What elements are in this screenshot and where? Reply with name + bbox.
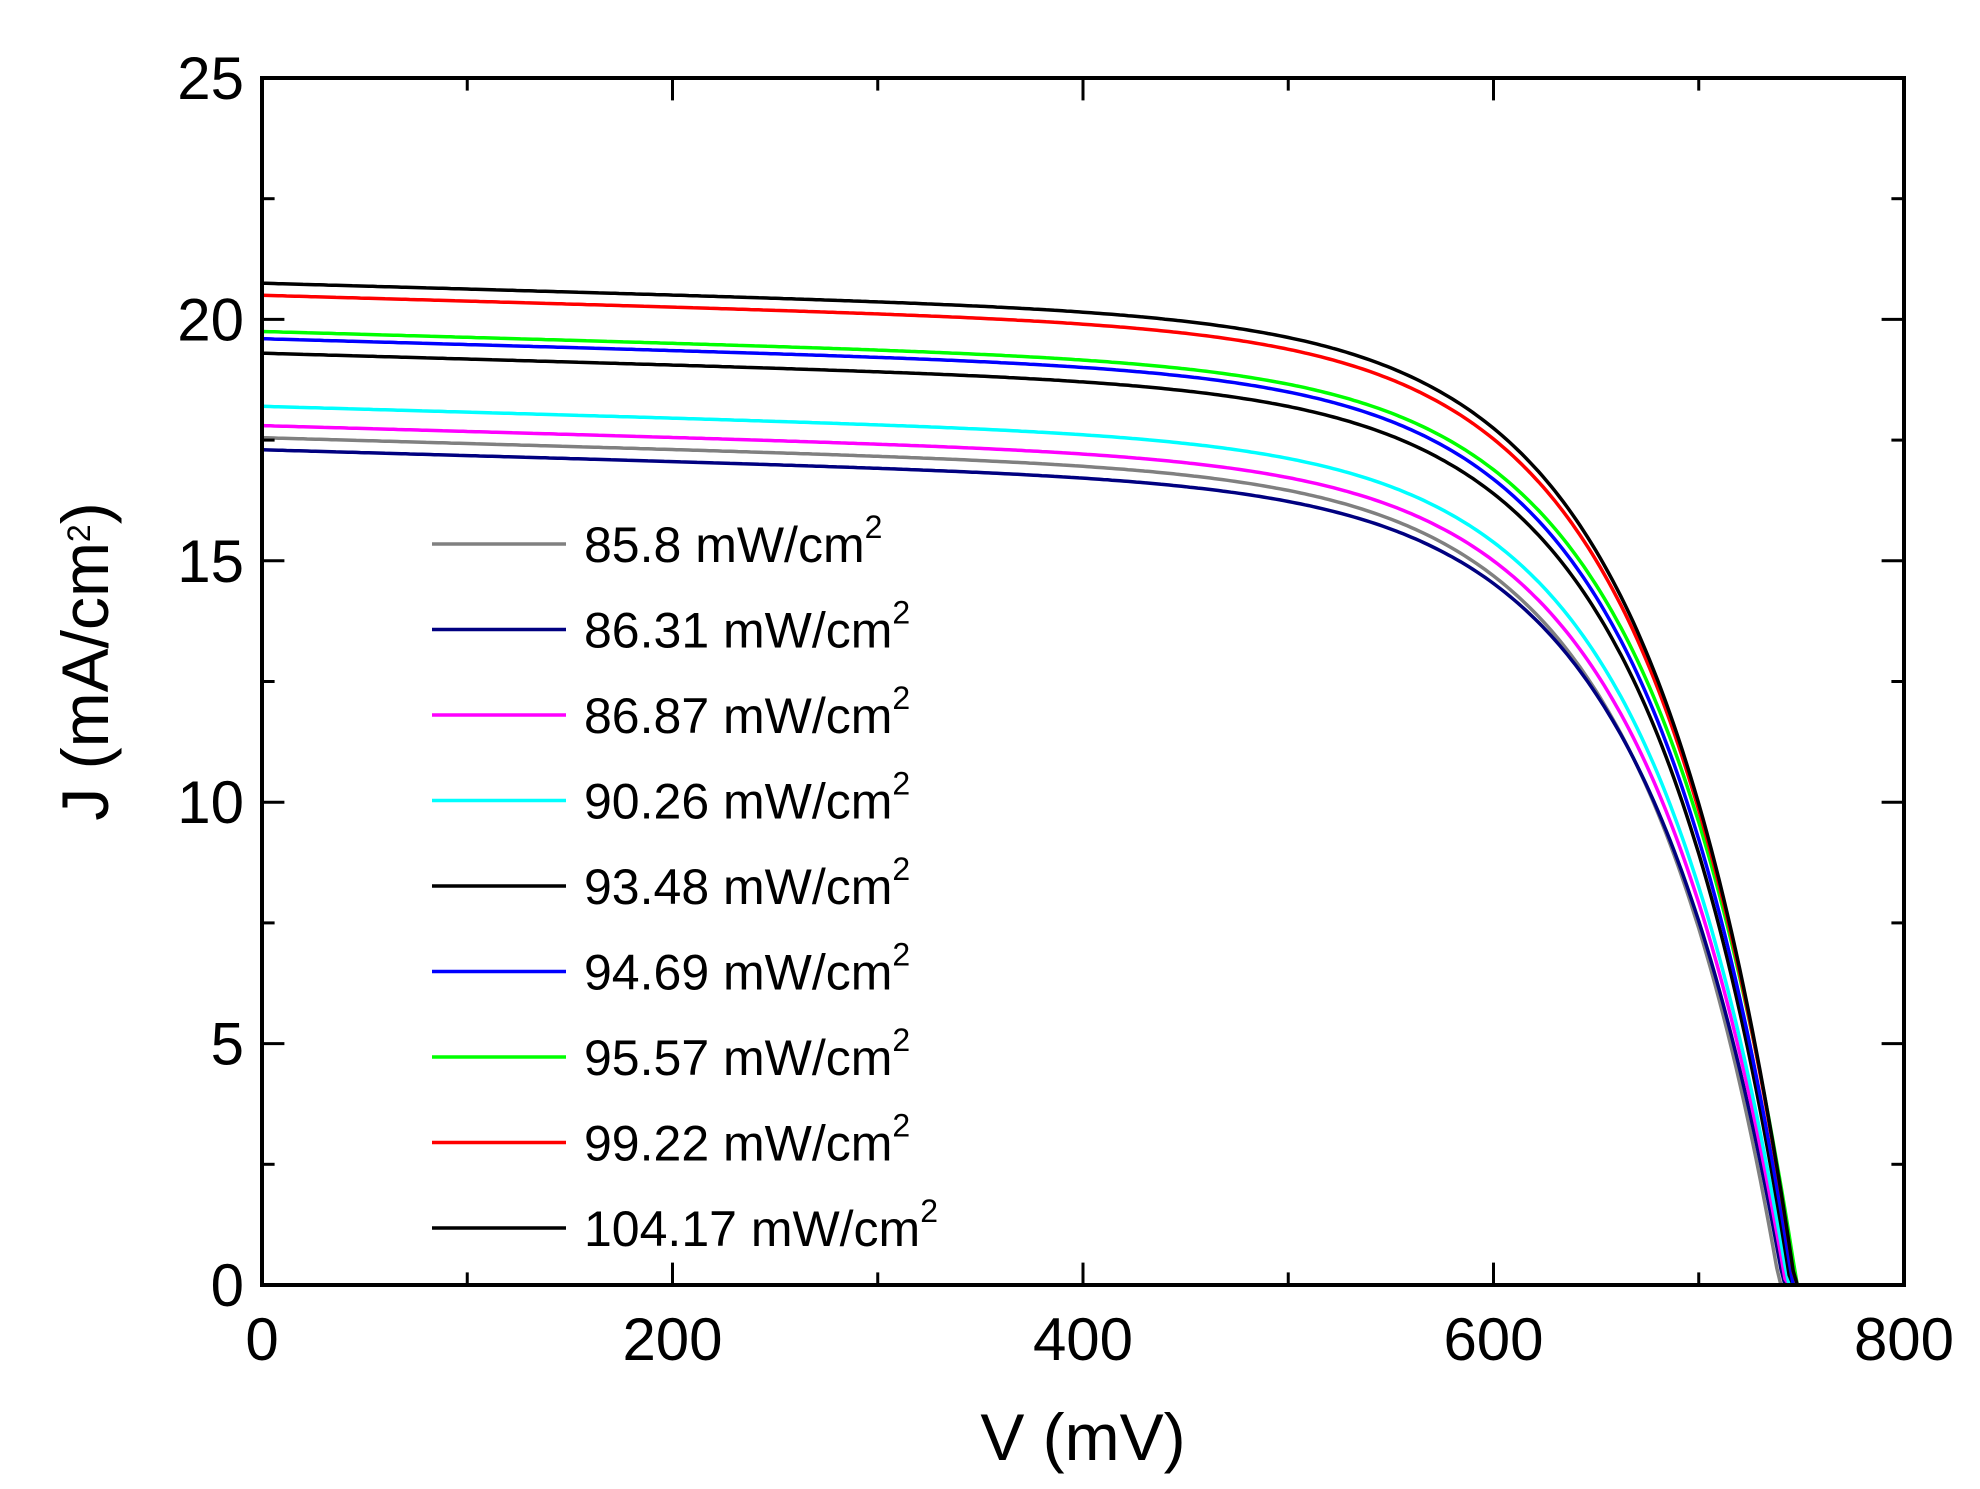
series-line-3	[261, 423, 1794, 1287]
x-tick-label: 0	[245, 1306, 278, 1373]
y-tick-label: 20	[177, 286, 244, 353]
x-axis-label: V (mV)	[980, 1400, 1185, 1474]
legend-label: 85.8 mW/cm2	[584, 509, 882, 573]
series-line-9	[261, 281, 1802, 1287]
y-tick-label: 15	[177, 528, 244, 595]
x-tick-label: 200	[622, 1306, 722, 1373]
y-tick-label: 0	[211, 1252, 244, 1319]
x-tick-label: 400	[1033, 1306, 1133, 1373]
y-axis-label: J (mA/cm2)	[48, 502, 122, 820]
legend-label: 104.17 mW/cm2	[584, 1193, 938, 1257]
legend-label: 90.26 mW/cm2	[584, 766, 910, 830]
legend-label: 86.31 mW/cm2	[584, 595, 910, 659]
series-layer	[261, 281, 1804, 1287]
series-line-8	[261, 293, 1802, 1287]
y-axis-label-main: J (mA/cm	[48, 542, 122, 821]
x-tick-label: 800	[1854, 1306, 1954, 1373]
x-tick-label: 600	[1443, 1306, 1543, 1373]
legend-label: 95.57 mW/cm2	[584, 1022, 910, 1086]
legend-label: 99.22 mW/cm2	[584, 1108, 910, 1172]
series-line-5	[261, 351, 1798, 1287]
y-axis-label-end: )	[48, 502, 122, 524]
legend: 85.8 mW/cm2 86.31 mW/cm2 86.87 mW/cm2 90.26…	[432, 509, 938, 1257]
y-tick-label: 10	[177, 769, 244, 836]
y-tick-label: 5	[211, 1011, 244, 1078]
series-line-4	[261, 404, 1796, 1287]
y-tick-label: 25	[177, 45, 244, 112]
series-line-7	[261, 329, 1804, 1287]
ticks-layer: 0 200 400 600 800 0 5 10 15 20 25	[177, 45, 1954, 1373]
y-axis-label-sup: 2	[61, 524, 97, 542]
series-line-1	[261, 435, 1787, 1287]
series-line-6	[261, 336, 1800, 1287]
legend-label: 93.48 mW/cm2	[584, 851, 910, 915]
legend-label: 94.69 mW/cm2	[584, 937, 910, 1001]
legend-label: 86.87 mW/cm2	[584, 680, 910, 744]
series-line-2	[261, 448, 1792, 1287]
